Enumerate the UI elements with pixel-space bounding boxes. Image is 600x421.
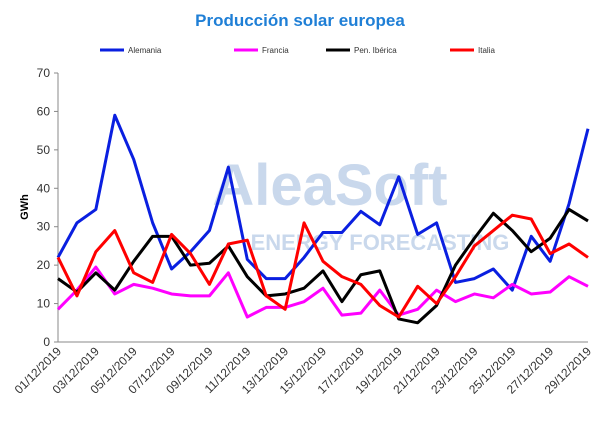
y-tick-label: 20 [37,258,51,272]
series-line [57,207,589,325]
y-tick-label: 60 [37,104,51,118]
y-tick-label: 70 [37,66,51,80]
series-line [56,213,589,319]
y-tick-label: 40 [37,181,51,195]
series-line [56,113,590,292]
chart-title: Producción solar europea [195,11,405,30]
watermark: AleaSoft [212,153,447,218]
legend-label: Alemania [128,46,162,55]
y-tick-label: 30 [37,220,51,234]
legend-label: Francia [262,46,289,55]
y-axis-label: GWh [19,194,31,220]
legend-label: Italia [478,46,495,55]
y-tick-label: 0 [43,335,50,349]
series-line [56,265,589,319]
y-tick-label: 50 [37,143,51,157]
y-tick-label: 10 [37,297,51,311]
legend-label: Pen. Ibérica [354,46,397,55]
